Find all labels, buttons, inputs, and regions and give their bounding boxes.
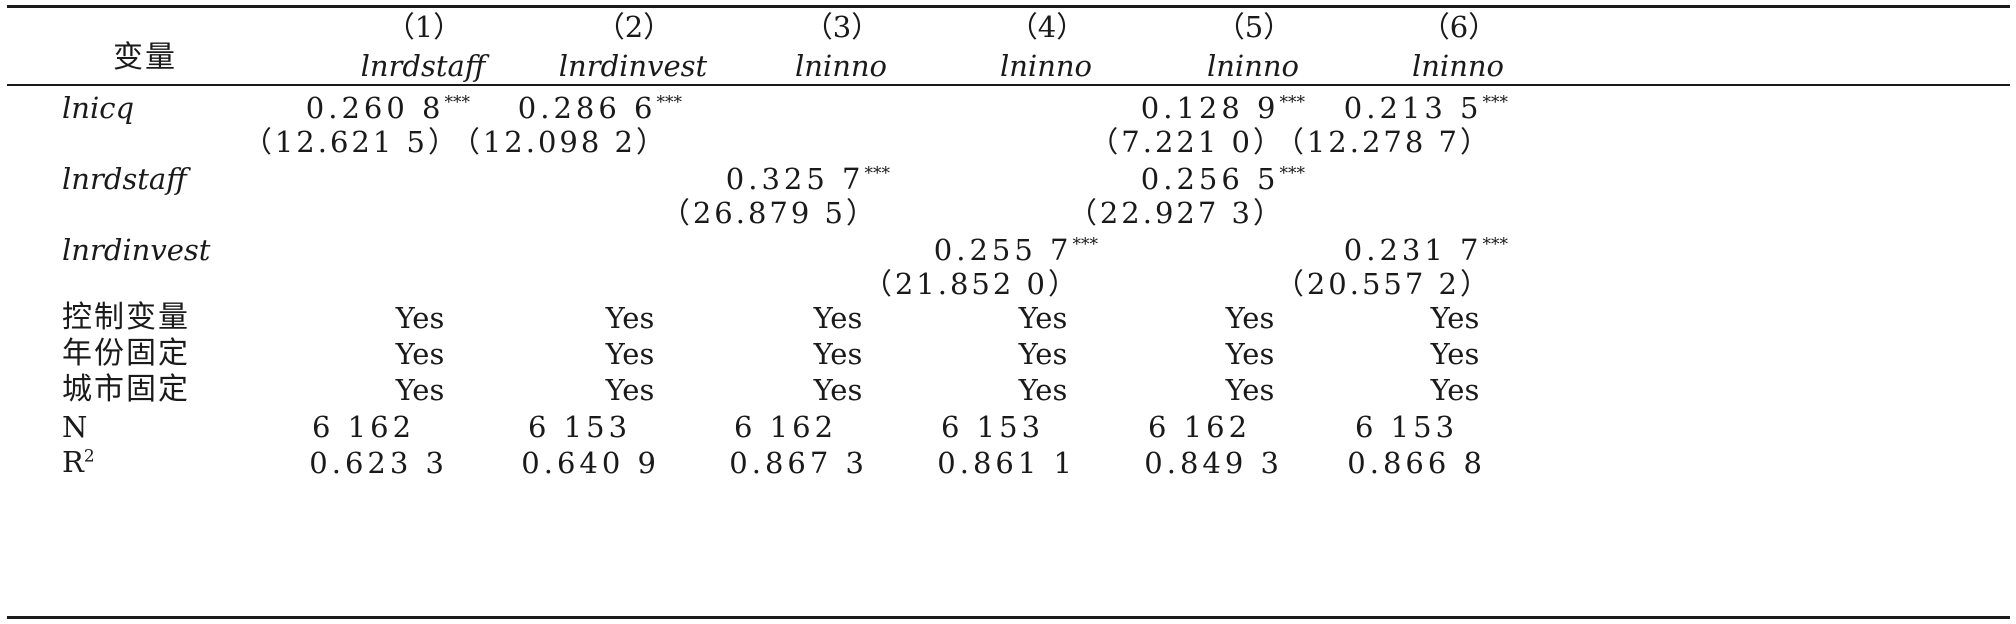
- bottom-rule: [7, 616, 2010, 619]
- yes-cell: Yes: [1018, 337, 1068, 371]
- yes-cell: Yes: [605, 301, 655, 335]
- significance-stars: ***: [656, 92, 683, 113]
- column-number: （1）: [385, 10, 463, 44]
- yes-cell: Yes: [605, 337, 655, 371]
- significance-stars: ***: [1072, 234, 1099, 255]
- significance-stars: ***: [444, 92, 471, 113]
- column-dependent-variable: lnrdstaff: [360, 49, 486, 83]
- t-statistic-cell: （12.621 5）: [242, 125, 460, 159]
- variable-header: 变量: [113, 40, 177, 75]
- significance-stars: ***: [864, 163, 891, 184]
- coefficient-value: 0.256 5: [1140, 162, 1280, 196]
- column-dependent-variable: lninno: [794, 49, 888, 83]
- coefficient-cell: 0.128 9***: [1025, 94, 1305, 123]
- coefficient-value: 0.260 8: [305, 91, 445, 125]
- yes-cell: Yes: [1430, 337, 1480, 371]
- yes-cell: Yes: [395, 337, 445, 371]
- column-dependent-variable: lninno: [999, 49, 1093, 83]
- t-statistic-cell: （12.278 7）: [1274, 125, 1492, 159]
- coefficient-value: 0.325 7: [725, 162, 865, 196]
- coefficient-cell: 0.256 5***: [1025, 165, 1305, 194]
- coefficient-value: 0.213 5: [1343, 91, 1483, 125]
- significance-stars: ***: [1482, 92, 1509, 113]
- significance-stars: ***: [1482, 234, 1509, 255]
- yes-cell: Yes: [813, 373, 863, 407]
- significance-stars: ***: [1279, 163, 1306, 184]
- coefficient-cell: 0.213 5***: [1228, 94, 1508, 123]
- coefficient-cell: 0.255 7***: [818, 236, 1098, 265]
- r-squared-superscript: 2: [83, 446, 95, 467]
- yes-cell: Yes: [1225, 337, 1275, 371]
- column-number: （2）: [595, 10, 673, 44]
- r-squared-cell: 0.849 3: [1144, 446, 1283, 480]
- coefficient-cell: 0.286 6***: [402, 94, 682, 123]
- n-cell: 6 153: [1355, 410, 1459, 444]
- n-cell: 6 153: [941, 410, 1045, 444]
- row-label: lnrdinvest: [62, 233, 211, 267]
- coefficient-cell: 0.325 7***: [610, 165, 890, 194]
- column-number: （6）: [1420, 10, 1498, 44]
- yes-cell: Yes: [1430, 373, 1480, 407]
- yes-cell: Yes: [1430, 301, 1480, 335]
- yes-cell: Yes: [1018, 301, 1068, 335]
- yes-cell: Yes: [1225, 373, 1275, 407]
- row-label: lnrdstaff: [62, 162, 187, 196]
- yes-cell: Yes: [395, 301, 445, 335]
- yes-cell: Yes: [813, 337, 863, 371]
- r-squared-label: R2: [62, 448, 95, 477]
- n-row-label: N: [62, 410, 88, 444]
- t-statistic-cell: （22.927 3）: [1067, 196, 1285, 230]
- coefficient-value: 0.231 7: [1343, 233, 1483, 267]
- column-dependent-variable: lnrdinvest: [558, 49, 708, 83]
- yes-cell: Yes: [395, 373, 445, 407]
- t-statistic-cell: （20.557 2）: [1274, 267, 1492, 301]
- control-row-label: 城市固定: [62, 372, 190, 407]
- n-cell: 6 162: [312, 410, 416, 444]
- row-label: lnicq: [62, 91, 135, 125]
- t-statistic-cell: （26.879 5）: [660, 196, 878, 230]
- significance-stars: ***: [1279, 92, 1306, 113]
- n-cell: 6 162: [734, 410, 838, 444]
- r-squared-base: R: [62, 445, 84, 479]
- n-cell: 6 162: [1148, 410, 1252, 444]
- r-squared-cell: 0.861 1: [937, 446, 1076, 480]
- t-statistic-cell: （21.852 0）: [862, 267, 1080, 301]
- n-cell: 6 153: [528, 410, 632, 444]
- yes-cell: Yes: [813, 301, 863, 335]
- column-number: （4）: [1008, 10, 1086, 44]
- yes-cell: Yes: [605, 373, 655, 407]
- coefficient-cell: 0.260 8***: [190, 94, 470, 123]
- coefficient-cell: 0.231 7***: [1228, 236, 1508, 265]
- column-dependent-variable: lninno: [1206, 49, 1300, 83]
- coefficient-value: 0.255 7: [933, 233, 1073, 267]
- yes-cell: Yes: [1225, 301, 1275, 335]
- header-rule: [7, 84, 2010, 86]
- column-number: （5）: [1215, 10, 1293, 44]
- t-statistic-cell: （7.221 0）: [1089, 125, 1285, 159]
- r-squared-cell: 0.867 3: [729, 446, 868, 480]
- control-row-label: 年份固定: [62, 336, 190, 371]
- top-rule: [7, 5, 2010, 8]
- control-row-label: 控制变量: [62, 300, 190, 335]
- yes-cell: Yes: [1018, 373, 1068, 407]
- coefficient-value: 0.128 9: [1140, 91, 1280, 125]
- r-squared-cell: 0.866 8: [1347, 446, 1486, 480]
- r-squared-cell: 0.623 3: [309, 446, 448, 480]
- coefficient-value: 0.286 6: [517, 91, 657, 125]
- column-dependent-variable: lninno: [1411, 49, 1505, 83]
- r-squared-cell: 0.640 9: [521, 446, 660, 480]
- column-number: （3）: [803, 10, 881, 44]
- t-statistic-cell: （12.098 2）: [450, 125, 668, 159]
